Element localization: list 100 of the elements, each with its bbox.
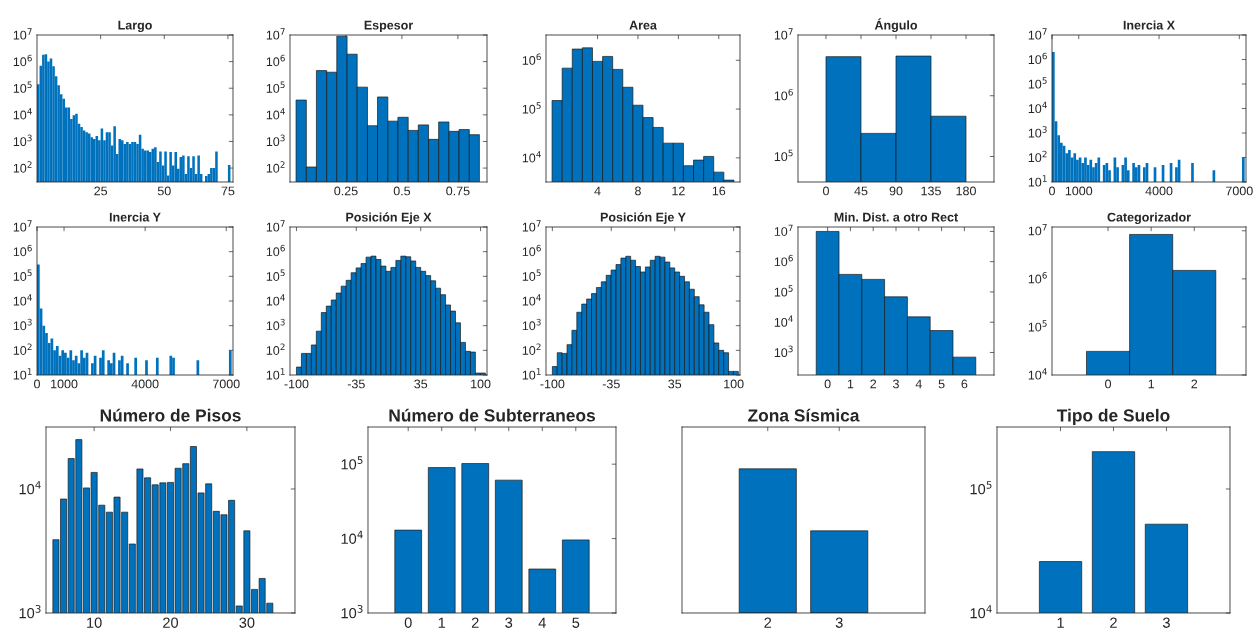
y-tick-label: 10$^{5}$ — [774, 149, 793, 162]
x-tick-label: 35 — [668, 379, 682, 389]
x-tick-label: 0.25 — [334, 186, 358, 196]
y-tick-label: 10$^{6}$ — [266, 54, 285, 67]
x-tick-label: 1000 — [51, 379, 78, 389]
x-tick-label: 90 — [889, 186, 903, 196]
y-tick-label: 10$^{6}$ — [13, 54, 32, 67]
y-tick-label: 10$^{1}$ — [266, 368, 285, 380]
x-tick-label: 7000 — [1226, 186, 1253, 196]
chart-title: Zona Sísmica — [748, 408, 860, 422]
x-tick-label: 2 — [1191, 379, 1198, 389]
y-tick-label: 10$^{7}$ — [1028, 28, 1047, 40]
y-tick-label: 10$^{5}$ — [13, 269, 32, 281]
y-tick-label: 10$^{4}$ — [19, 481, 41, 495]
x-tick-label: 2 — [870, 379, 877, 389]
y-tick-label: 10$^{2}$ — [13, 343, 32, 355]
x-tick-label: 4 — [594, 186, 601, 196]
y-tick-label: 10$^{7}$ — [774, 28, 793, 40]
y-tick-label: 10$^{3}$ — [522, 318, 541, 331]
x-tick-label: 4 — [915, 379, 922, 389]
chart-title: Inercia Y — [109, 212, 161, 222]
x-tick-label: 0 — [823, 186, 829, 196]
x-tick-label: 2 — [764, 617, 772, 628]
y-tick-label: 10$^{6}$ — [774, 254, 793, 267]
x-tick-label: 0 — [824, 379, 831, 389]
x-tick-label: 100 — [724, 379, 744, 389]
x-tick-label: 45 — [854, 186, 868, 196]
y-tick-label: 10$^{3}$ — [266, 318, 285, 331]
y-tick-label: 10$^{5}$ — [266, 81, 285, 93]
y-tick-label: 10$^{5}$ — [522, 269, 541, 281]
chart-title: Posición Eje Y — [600, 212, 686, 225]
y-tick-label: 10$^{4}$ — [266, 294, 285, 306]
y-tick-label: 10$^{3}$ — [1028, 126, 1047, 138]
y-tick-label: 10$^{7}$ — [1028, 224, 1047, 236]
x-tick-label: 2 — [1110, 617, 1117, 628]
y-tick-label: 10$^{7}$ — [522, 220, 541, 232]
y-tick-label: 10$^{6}$ — [266, 244, 285, 257]
y-tick-label: 10$^{6}$ — [774, 88, 793, 101]
x-tick-label: 25 — [94, 186, 108, 196]
chart-title: Categorizador — [1107, 212, 1191, 225]
y-tick-label: 10$^{3}$ — [774, 345, 793, 358]
x-tick-label: 4 — [538, 617, 546, 628]
x-tick-label: 3 — [1162, 617, 1170, 628]
y-tick-label: 10$^{5}$ — [13, 81, 32, 93]
x-tick-label: -35 — [602, 379, 620, 389]
y-tick-label: 10$^{4}$ — [522, 294, 541, 306]
x-tick-label: 50 — [157, 186, 171, 196]
y-tick-label: 10$^{5}$ — [970, 481, 992, 495]
y-tick-label: 10$^{5}$ — [774, 285, 793, 297]
y-tick-label: 10$^{4}$ — [341, 530, 363, 544]
chart-title: Posición Eje X — [346, 212, 432, 225]
y-tick-label: 10$^{2}$ — [522, 343, 541, 355]
y-tick-label: 10$^{3}$ — [341, 605, 363, 619]
y-tick-label: 10$^{3}$ — [266, 134, 285, 147]
x-tick-label: 7000 — [212, 379, 240, 389]
y-tick-label: 10$^{2}$ — [266, 161, 285, 173]
x-tick-label: 30 — [239, 617, 255, 628]
x-tick-label: 4000 — [131, 379, 159, 389]
x-tick-label: 0 — [1105, 379, 1112, 389]
x-tick-label: 0 — [34, 379, 40, 389]
y-tick-label: 10$^{4}$ — [13, 294, 32, 306]
x-tick-label: 8 — [635, 186, 641, 196]
x-tick-label: 6 — [961, 379, 968, 389]
y-tick-label: 10$^{7}$ — [774, 224, 793, 236]
chart-title: Area — [629, 20, 657, 30]
y-tick-label: 10$^{6}$ — [522, 53, 541, 65]
x-tick-label: 3 — [893, 379, 899, 389]
x-tick-label: 1 — [1148, 379, 1155, 389]
y-tick-label: 10$^{7}$ — [13, 220, 32, 232]
x-tick-label: 180 — [956, 186, 976, 196]
chart-title: Número de Subterraneos — [389, 408, 595, 422]
y-tick-label: 10$^{2}$ — [13, 161, 32, 173]
y-tick-label: 10$^{3}$ — [19, 605, 41, 619]
x-tick-label: 135 — [921, 186, 941, 196]
x-tick-label: 75 — [221, 186, 235, 196]
y-tick-label: 10$^{4}$ — [970, 605, 992, 619]
y-tick-label: 10$^{4}$ — [774, 315, 793, 327]
chart-title: Largo — [118, 20, 152, 33]
y-tick-label: 10$^{4}$ — [266, 108, 285, 120]
y-tick-label: 10$^{5}$ — [1028, 320, 1047, 332]
x-tick-label: 20 — [163, 617, 179, 628]
x-tick-label: 35 — [414, 379, 428, 389]
y-tick-label: 10$^{5}$ — [341, 456, 363, 470]
y-tick-label: 10$^{4}$ — [13, 108, 32, 120]
x-tick-label: 1 — [1057, 617, 1064, 628]
y-tick-label: 10$^{7}$ — [266, 28, 285, 40]
x-tick-label: -100 — [284, 379, 309, 389]
y-tick-label: 10$^{4}$ — [1028, 368, 1047, 380]
y-tick-label: 10$^{7}$ — [266, 220, 285, 232]
x-tick-label: 16 — [712, 186, 726, 196]
y-tick-label: 10$^{5}$ — [522, 102, 541, 114]
y-tick-label: 10$^{5}$ — [1028, 77, 1047, 89]
y-tick-label: 10$^{4}$ — [1028, 101, 1047, 114]
x-tick-label: 3 — [505, 617, 513, 628]
x-tick-label: 5 — [572, 617, 580, 628]
x-tick-label: 1 — [847, 379, 854, 389]
x-tick-label: 12 — [672, 186, 685, 196]
x-tick-label: 0 — [1049, 186, 1055, 196]
x-tick-label: 0.75 — [446, 186, 470, 196]
y-tick-label: 10$^{2}$ — [1028, 150, 1047, 163]
